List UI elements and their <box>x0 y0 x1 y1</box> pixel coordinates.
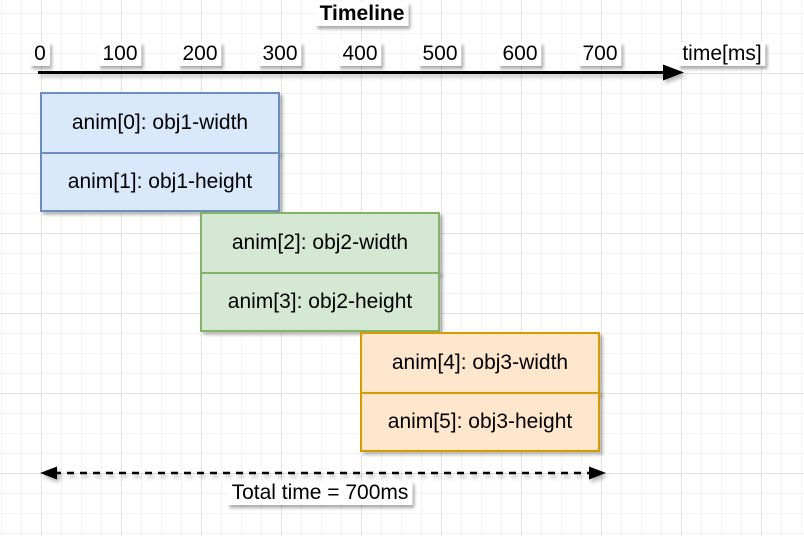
anim-bar-label: anim[0]: obj1-width <box>71 111 249 134</box>
anim-bar-obj3-height: anim[5]: obj3-height <box>360 392 600 452</box>
anim-bar-obj3-width: anim[4]: obj3-width <box>360 332 600 394</box>
total-time-arrow <box>40 466 606 480</box>
anim-bar-label: anim[1]: obj1-height <box>67 170 253 193</box>
axis-tick-300: 300 <box>258 42 302 67</box>
axis-unit-label: time[ms] <box>678 42 766 67</box>
anim-bar-label: anim[3]: obj2-height <box>227 290 413 313</box>
axis-tick-100: 100 <box>98 42 142 67</box>
anim-bar-label: anim[5]: obj3-height <box>387 410 573 433</box>
axis-tick-500: 500 <box>418 42 462 67</box>
total-time-label: Total time = 700ms <box>227 481 413 506</box>
axis-tick-700: 700 <box>578 42 622 67</box>
anim-bar-obj2-height: anim[3]: obj2-height <box>200 272 440 332</box>
axis-tick-0: 0 <box>30 42 50 67</box>
axis-tick-600: 600 <box>498 42 542 67</box>
anim-bar-label: anim[4]: obj3-width <box>391 351 569 374</box>
diagram-title: Timeline <box>315 2 409 27</box>
time-axis-arrow <box>38 64 684 81</box>
axis-tick-200: 200 <box>178 42 222 67</box>
anim-bar-obj1-height: anim[1]: obj1-height <box>40 152 280 212</box>
anim-bar-label: anim[2]: obj2-width <box>231 231 409 254</box>
anim-bar-obj2-width: anim[2]: obj2-width <box>200 212 440 274</box>
anim-bar-obj1-width: anim[0]: obj1-width <box>40 92 280 154</box>
axis-tick-400: 400 <box>338 42 382 67</box>
